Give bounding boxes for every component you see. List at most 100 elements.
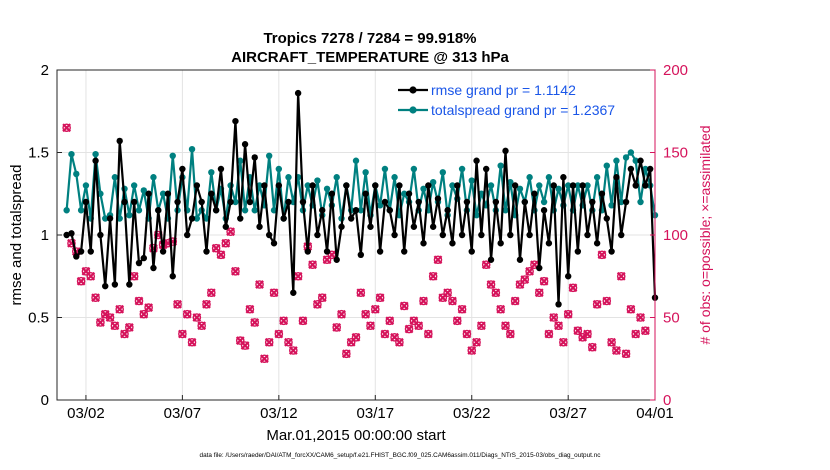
obs-possible-point: [105, 313, 115, 322]
legend-totalspread-label: totalspread grand pr = 1.2367: [431, 102, 615, 118]
rmse-point: [290, 289, 297, 296]
totalspread-point: [613, 157, 620, 164]
rmse-point: [415, 198, 422, 206]
rmse-point: [309, 182, 316, 189]
totalspread-point: [627, 149, 635, 156]
obs-possible-point: [67, 238, 76, 248]
rmse-point: [102, 282, 109, 290]
obs-assimilated-point: [197, 321, 207, 331]
obs-possible-point: [472, 337, 481, 347]
obs-assimilated-point: [505, 329, 515, 339]
y-right-tick-label: 0: [663, 392, 671, 409]
obs-possible-point: [216, 250, 226, 260]
obs-assimilated-point: [414, 321, 424, 331]
rmse-point: [87, 248, 94, 255]
rmse-point: [184, 231, 191, 239]
rmse-point: [63, 231, 70, 239]
obs-possible-point: [351, 332, 361, 342]
totalspread-point: [63, 207, 70, 214]
obs-possible-point: [457, 304, 467, 314]
rmse-point: [97, 231, 104, 239]
obs-assimilated-point: [395, 337, 404, 347]
obs-possible-point: [399, 301, 409, 311]
totalspread-point: [193, 215, 201, 222]
obs-possible-point: [284, 337, 293, 347]
rmse-point: [487, 256, 495, 263]
totalspread-point: [130, 182, 138, 189]
obs-possible-point: [274, 329, 284, 339]
obs-assimilated-point: [544, 329, 554, 339]
obs-assimilated-point: [592, 299, 602, 309]
totalspread-point: [188, 146, 196, 153]
y-right-tick-label: 150: [663, 145, 688, 162]
obs-possible-point: [612, 346, 621, 355]
obs-assimilated-point: [317, 293, 327, 303]
obs-possible-point: [592, 299, 602, 309]
obs-possible-point: [264, 337, 274, 347]
obs-assimilated-point: [486, 280, 496, 289]
rmse-point: [333, 256, 340, 263]
obs-assimilated-point: [211, 243, 221, 253]
obs-assimilated-point: [293, 271, 303, 281]
obs-assimilated-point: [380, 329, 390, 339]
obs-possible-point: [269, 288, 279, 298]
rmse-point: [463, 198, 471, 206]
totalspread-point: [439, 169, 447, 176]
rmse-point: [304, 248, 311, 255]
obs-assimilated-point: [332, 323, 342, 332]
obs-assimilated-point: [554, 321, 563, 331]
obs-possible-point: [491, 288, 501, 298]
rmse-point: [121, 198, 128, 206]
obs-possible-point: [380, 329, 390, 339]
obs-possible-point: [226, 227, 235, 236]
obs-possible-point: [110, 321, 120, 331]
obs-possible-point: [626, 304, 636, 314]
obs-possible-point: [235, 336, 245, 345]
rmse-point: [516, 256, 524, 263]
obs-possible-point: [631, 329, 641, 339]
obs-assimilated-point: [284, 337, 293, 347]
obs-assimilated-point: [419, 296, 428, 306]
y-right-tick-label: 50: [663, 310, 680, 327]
obs-possible-point: [515, 280, 525, 289]
rmse-point: [232, 117, 239, 125]
obs-possible-point: [317, 293, 327, 303]
obs-assimilated-point: [472, 337, 481, 347]
totalspread-point: [401, 190, 408, 197]
rmse-point: [598, 190, 606, 197]
obs-assimilated-point: [144, 303, 154, 312]
totalspread-point: [111, 174, 119, 181]
totalspread-point: [140, 187, 148, 194]
obs-possible-point: [298, 316, 308, 326]
totalspread-point: [352, 157, 360, 164]
legend-rmse-marker: [409, 86, 417, 94]
y-tick-label: 1: [41, 227, 49, 244]
obs-possible-point: [438, 293, 448, 303]
obs-possible-point: [428, 271, 438, 281]
obs-possible-point: [81, 266, 91, 276]
rmse-line: [66, 91, 657, 306]
obs-possible-point: [621, 349, 631, 359]
rmse-point: [198, 198, 205, 206]
obs-possible-point: [588, 342, 597, 352]
obs-possible-point: [211, 243, 221, 253]
totalspread-point: [265, 152, 273, 159]
obs-assimilated-point: [250, 318, 260, 327]
obs-possible-point: [178, 329, 187, 339]
obs-assimilated-point: [115, 304, 125, 314]
rmse-point: [68, 230, 75, 237]
chart-subtitle: AIRCRAFT_TEMPERATURE @ 313 hPa: [231, 49, 509, 66]
rmse-point: [545, 240, 553, 247]
rmse-point: [584, 231, 591, 239]
totalspread-point: [82, 182, 90, 189]
legend: rmse grand pr = 1.1142 totalspread grand…: [398, 82, 615, 118]
obs-possible-point: [134, 296, 144, 306]
obs-assimilated-point: [631, 329, 641, 339]
obs-possible-point: [332, 323, 342, 332]
obs-possible-point: [452, 316, 462, 326]
obs-possible-point: [563, 309, 573, 319]
obs-possible-point: [342, 349, 351, 359]
y-right-tick-label: 100: [663, 227, 688, 244]
totalspread-point: [487, 182, 495, 189]
